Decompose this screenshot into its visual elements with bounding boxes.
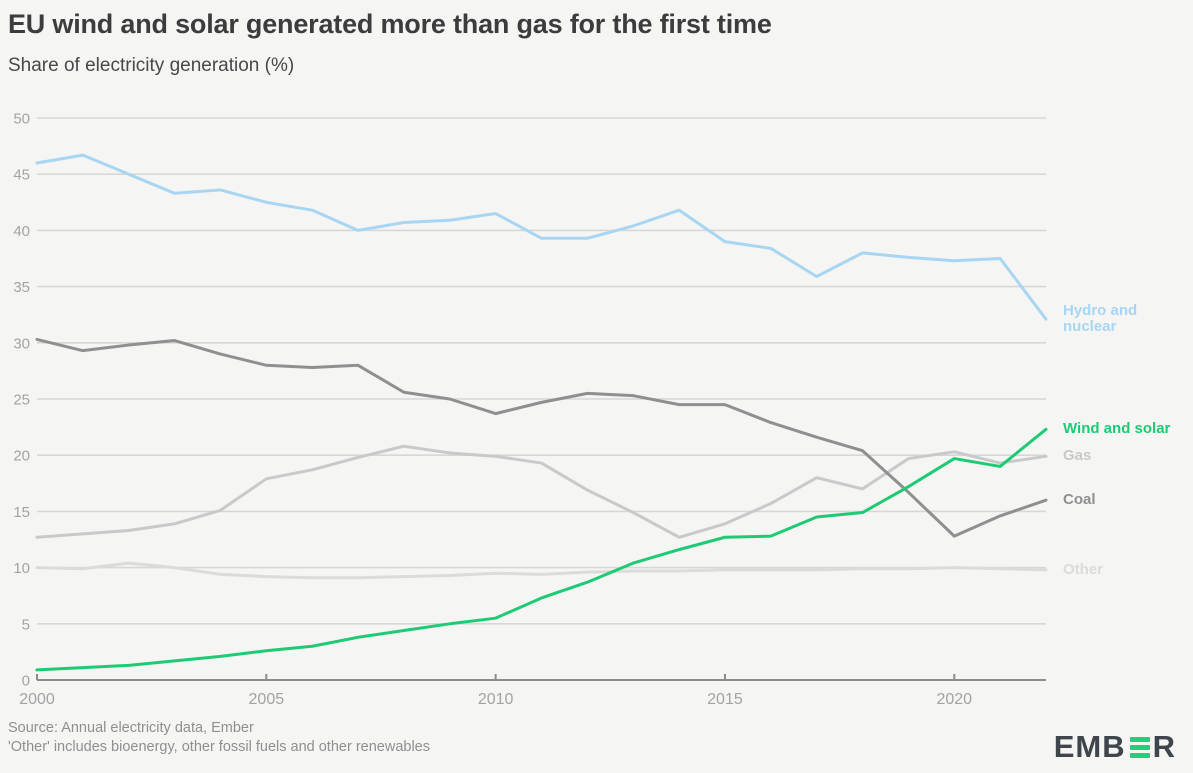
series-line-hydro-nuclear xyxy=(35,153,1048,321)
y-axis-tick-label: 50 xyxy=(13,111,30,128)
y-axis-tick-label: 45 xyxy=(13,167,30,184)
y-axis-tick-label: 0 xyxy=(22,673,30,690)
y-axis-tick-label: 20 xyxy=(13,448,30,465)
series-line-wind-solar xyxy=(35,427,1048,672)
series-line-coal xyxy=(35,337,1048,538)
y-axis-tick-label: 35 xyxy=(13,279,30,296)
y-axis-tick-label: 5 xyxy=(22,616,30,633)
other-definition-note: 'Other' includes bioenergy, other fossil… xyxy=(8,739,430,755)
ember-logo-green-e-icon xyxy=(1129,736,1150,758)
x-axis-tick-label: 2000 xyxy=(19,691,55,708)
y-axis-tick-label: 25 xyxy=(13,392,30,409)
ember-logo-text-r: R xyxy=(1152,729,1176,764)
chart-title: EU wind and solar generated more than ga… xyxy=(8,9,772,39)
x-axis-tick-label: 2020 xyxy=(936,691,972,708)
y-axis-tick-label: 15 xyxy=(13,504,30,521)
y-axis-tick-label: 30 xyxy=(13,335,30,352)
series-line-gas xyxy=(35,444,1048,539)
x-axis-tick-label: 2010 xyxy=(478,691,514,708)
y-axis-tick-label: 10 xyxy=(13,560,30,577)
source-note: Source: Annual electricity data, Ember xyxy=(8,720,254,736)
x-axis-tick-label: 2005 xyxy=(249,691,285,708)
ember-logo-text-emb: EMB xyxy=(1053,729,1126,764)
x-axis-tick-label: 2015 xyxy=(707,691,743,708)
ember-logo: EMB R xyxy=(1054,729,1176,765)
y-axis-tick-label: 40 xyxy=(13,223,30,240)
chart-footer: Source: Annual electricity data, Ember '… xyxy=(8,719,430,757)
series-line-other xyxy=(35,561,1048,580)
chart-subtitle: Share of electricity generation (%) xyxy=(8,55,295,76)
